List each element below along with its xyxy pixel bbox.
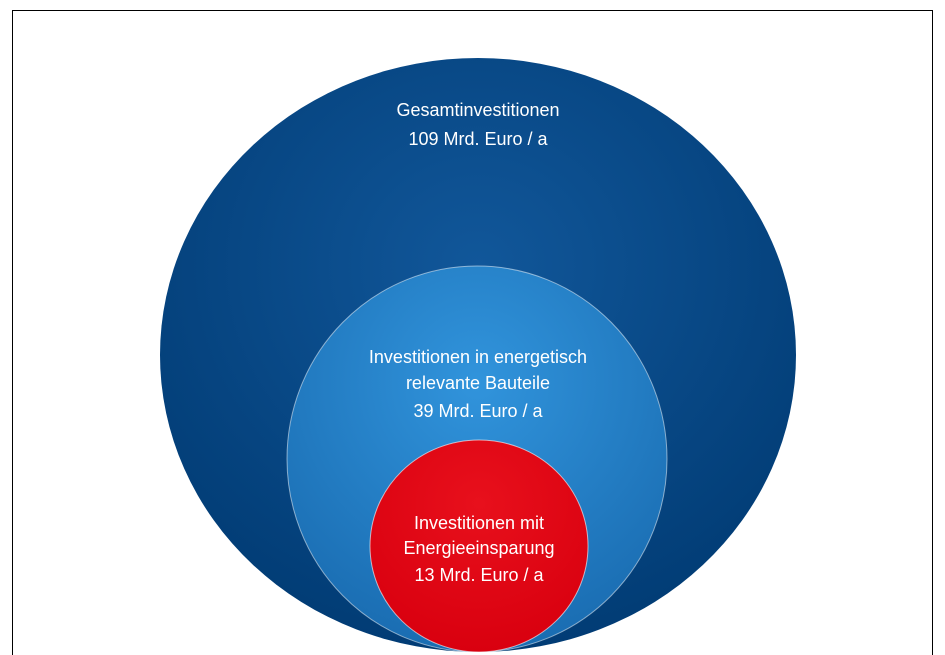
node-label: relevante Bauteile (406, 373, 550, 393)
node-value: 39 Mrd. Euro / a (413, 401, 543, 421)
node-label: Investitionen mit (414, 513, 544, 533)
inner-circle (369, 439, 589, 653)
node-label: Investitionen in energetisch (369, 347, 587, 367)
node-label: Gesamtinvestitionen (396, 100, 559, 120)
node-label: Energieeinsparung (403, 538, 554, 558)
node-value: 109 Mrd. Euro / a (408, 129, 548, 149)
node-value: 13 Mrd. Euro / a (414, 565, 544, 585)
